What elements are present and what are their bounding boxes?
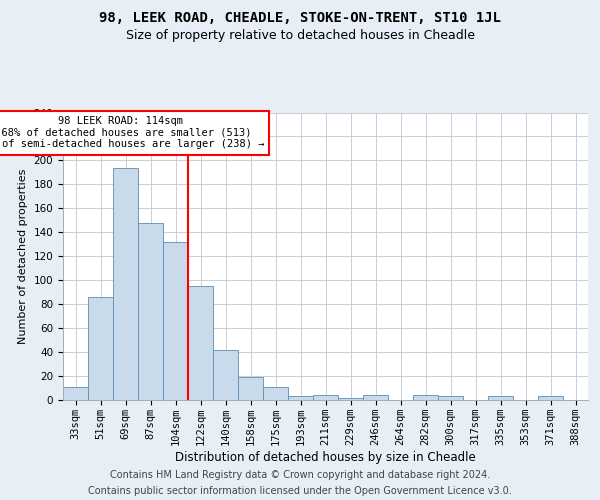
Bar xyxy=(113,168,138,400)
Bar xyxy=(438,396,463,400)
Bar xyxy=(163,242,188,400)
Bar xyxy=(363,395,388,400)
Bar xyxy=(538,396,563,400)
Bar xyxy=(263,387,288,400)
X-axis label: Distribution of detached houses by size in Cheadle: Distribution of detached houses by size … xyxy=(175,450,476,464)
Bar xyxy=(313,395,338,400)
Bar xyxy=(238,377,263,400)
Bar xyxy=(488,396,513,400)
Text: 98, LEEK ROAD, CHEADLE, STOKE-ON-TRENT, ST10 1JL: 98, LEEK ROAD, CHEADLE, STOKE-ON-TRENT, … xyxy=(99,11,501,25)
Bar xyxy=(63,387,88,400)
Bar xyxy=(288,396,313,400)
Bar xyxy=(213,350,238,400)
Bar xyxy=(188,286,213,400)
Text: Contains HM Land Registry data © Crown copyright and database right 2024.: Contains HM Land Registry data © Crown c… xyxy=(110,470,490,480)
Bar xyxy=(88,297,113,400)
Text: Contains public sector information licensed under the Open Government Licence v3: Contains public sector information licen… xyxy=(88,486,512,496)
Bar xyxy=(338,398,363,400)
Text: Size of property relative to detached houses in Cheadle: Size of property relative to detached ho… xyxy=(125,29,475,42)
Bar xyxy=(138,222,163,400)
Text: 98 LEEK ROAD: 114sqm
← 68% of detached houses are smaller (513)
31% of semi-deta: 98 LEEK ROAD: 114sqm ← 68% of detached h… xyxy=(0,116,264,150)
Y-axis label: Number of detached properties: Number of detached properties xyxy=(18,168,28,344)
Bar xyxy=(413,395,438,400)
